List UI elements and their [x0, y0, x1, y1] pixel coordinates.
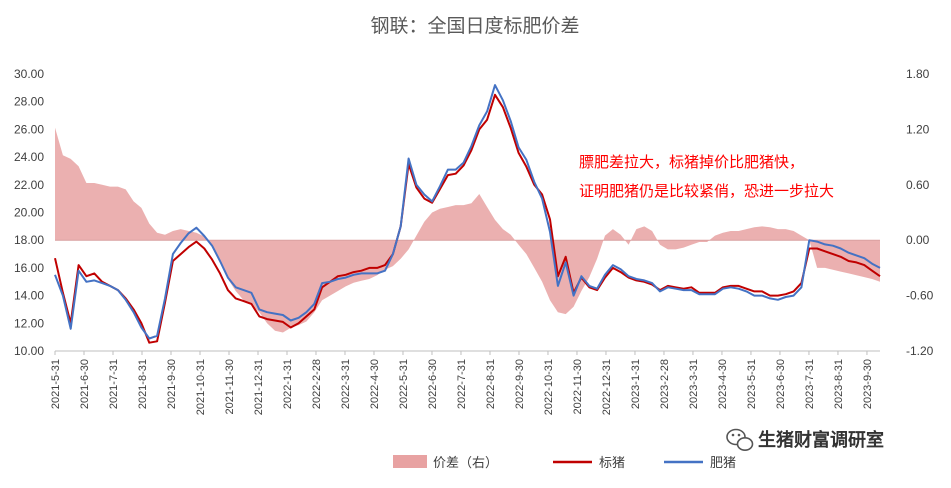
x-tick-label: 2023-9-30 [862, 359, 874, 409]
annotation-line-2: 证明肥猪仍是比较紧俏，恐进一步拉大 [579, 182, 834, 200]
y-right-tick-label: -1.20 [906, 344, 934, 358]
y-left-tick-label: 10.00 [14, 344, 44, 358]
x-tick-label: 2021-10-31 [195, 359, 207, 415]
line-layer [54, 84, 881, 344]
series-line-fat [54, 84, 881, 340]
legend-label-fat: 肥猪 [710, 456, 736, 471]
x-tick-label: 2021-9-30 [166, 359, 178, 409]
watermark-text: 生猪财富调研室 [758, 429, 884, 451]
x-tick-label: 2022-9-30 [514, 359, 526, 409]
x-tick-label: 2022-12-31 [601, 359, 613, 415]
area-layer [55, 127, 880, 333]
annotation-layer: 膘肥差拉大，标猪掉价比肥猪快， 证明肥猪仍是比较紧俏，恐进一步拉大 [579, 153, 834, 200]
x-tick-label: 2023-5-31 [746, 359, 758, 409]
x-tick-label: 2022-6-30 [427, 359, 439, 409]
x-tick-label: 2021-6-30 [79, 359, 91, 409]
x-tick-label: 2023-6-30 [775, 359, 787, 409]
y-left-tick-label: 24.00 [14, 150, 44, 164]
legend-label-standard: 标猪 [599, 456, 625, 471]
y-left-tick-label: 18.00 [14, 233, 44, 247]
y-left-tick-label: 28.00 [14, 95, 44, 109]
y-left-tick-label: 16.00 [14, 261, 44, 275]
wechat-icon [726, 428, 754, 451]
watermark: 生猪财富调研室 [726, 428, 884, 451]
x-tick-label: 2023-1-31 [630, 359, 642, 409]
x-tick-label: 2021-8-31 [137, 359, 149, 409]
x-tick-label: 2021-5-31 [50, 359, 62, 409]
axis-layer: 30.00 28.00 26.00 24.00 22.00 20.00 18.00 16.00… [14, 67, 934, 415]
annotation-line-1: 膘肥差拉大，标猪掉价比肥猪快， [579, 153, 804, 171]
x-tick-label: 2021-7-31 [108, 359, 120, 409]
y-left-tick-label: 26.00 [14, 122, 44, 136]
x-tick-label: 2022-7-31 [456, 359, 468, 409]
y-right-tick-label: 0.60 [906, 178, 930, 192]
x-tick-label: 2023-3-31 [688, 359, 700, 409]
x-tick-label: 2022-5-31 [398, 359, 410, 409]
x-tick-label: 2022-10-31 [543, 359, 555, 415]
legend: 价差（右） 标猪 肥猪 [393, 455, 736, 471]
y-left-tick-label: 30.00 [14, 67, 44, 81]
x-tick-label: 2021-11-30 [224, 359, 236, 414]
y-right-tick-label: -0.60 [906, 289, 934, 303]
legend-label-spread: 价差（右） [433, 456, 498, 471]
chart-title: 钢联：全国日度标肥价差 [370, 15, 579, 37]
series-area-spread [55, 127, 880, 333]
x-tick-label: 2023-4-30 [717, 359, 729, 409]
x-tick-label: 2022-2-28 [311, 359, 323, 409]
x-tick-label: 2023-7-31 [804, 359, 816, 409]
x-tick-label: 2022-4-30 [369, 359, 381, 409]
x-tick-label: 2023-8-31 [833, 359, 845, 409]
y-right-tick-label: 1.20 [906, 122, 930, 136]
y-right-tick-label: 1.80 [906, 67, 930, 81]
legend-swatch-spread [393, 455, 427, 468]
y-left-tick-label: 12.00 [14, 316, 44, 330]
y-right-tick-label: 0.00 [906, 233, 930, 247]
x-tick-label: 2022-3-31 [340, 359, 352, 409]
y-left-tick-label: 20.00 [14, 206, 44, 220]
x-tick-label: 2022-8-31 [485, 359, 497, 409]
x-tick-label: 2022-11-30 [572, 359, 584, 414]
series-line-standard [54, 93, 881, 344]
x-tick-label: 2022-1-31 [282, 359, 294, 409]
x-tick-label: 2021-12-31 [253, 359, 265, 415]
x-tick-label: 2023-2-28 [659, 359, 671, 409]
y-left-tick-label: 22.00 [14, 178, 44, 192]
y-left-tick-label: 14.00 [14, 289, 44, 303]
